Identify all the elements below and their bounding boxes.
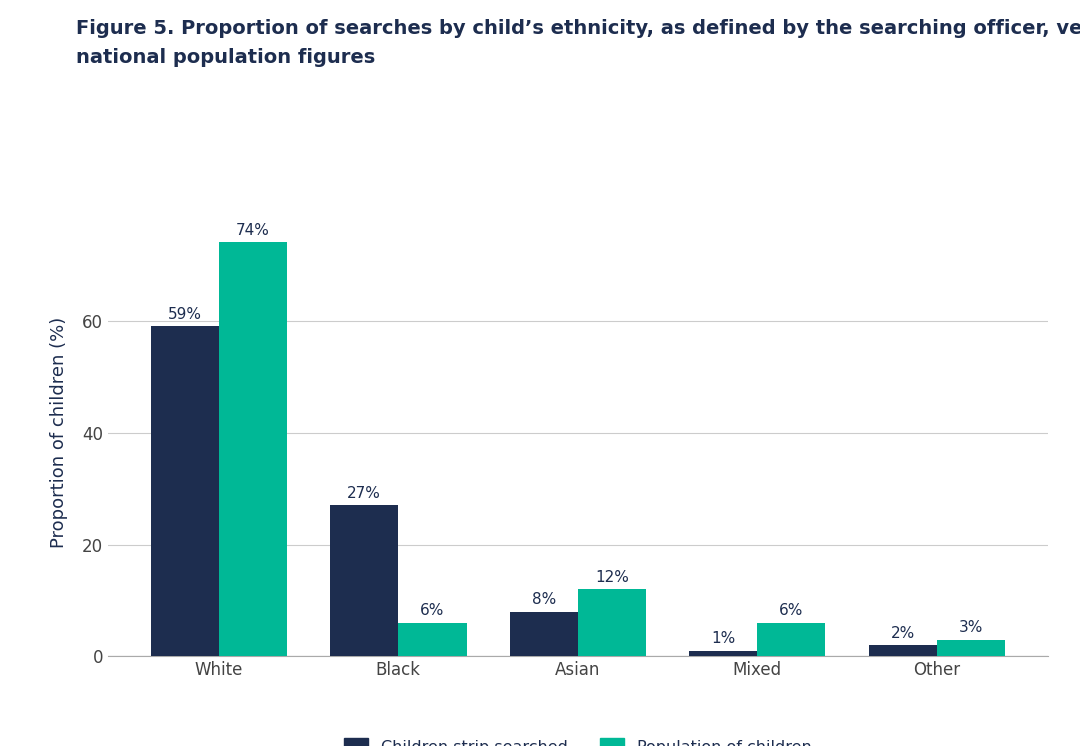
Bar bbox=[689, 651, 757, 656]
Legend: Children strip searched, Population of children: Children strip searched, Population of c… bbox=[338, 732, 818, 746]
Text: Figure 5. Proportion of searches by child’s ethnicity, as defined by the searchi: Figure 5. Proportion of searches by chil… bbox=[76, 19, 1080, 37]
Bar bbox=[219, 242, 287, 656]
Y-axis label: Proportion of children (%): Proportion of children (%) bbox=[50, 317, 68, 548]
Bar bbox=[330, 506, 399, 656]
Text: 6%: 6% bbox=[420, 604, 445, 618]
Text: 2%: 2% bbox=[891, 626, 915, 641]
Text: national population figures: national population figures bbox=[76, 48, 375, 67]
Bar bbox=[757, 623, 825, 656]
Text: 1%: 1% bbox=[711, 631, 735, 646]
Bar bbox=[510, 612, 578, 656]
Text: 8%: 8% bbox=[531, 592, 556, 607]
Bar bbox=[399, 623, 467, 656]
Text: 12%: 12% bbox=[595, 570, 629, 585]
Text: 59%: 59% bbox=[167, 307, 202, 322]
Bar bbox=[151, 327, 219, 656]
Text: 74%: 74% bbox=[237, 223, 270, 238]
Bar bbox=[868, 645, 936, 656]
Bar bbox=[578, 589, 646, 656]
Text: 27%: 27% bbox=[348, 486, 381, 501]
Text: 6%: 6% bbox=[779, 604, 804, 618]
Bar bbox=[936, 639, 1004, 656]
Text: 3%: 3% bbox=[959, 620, 983, 635]
